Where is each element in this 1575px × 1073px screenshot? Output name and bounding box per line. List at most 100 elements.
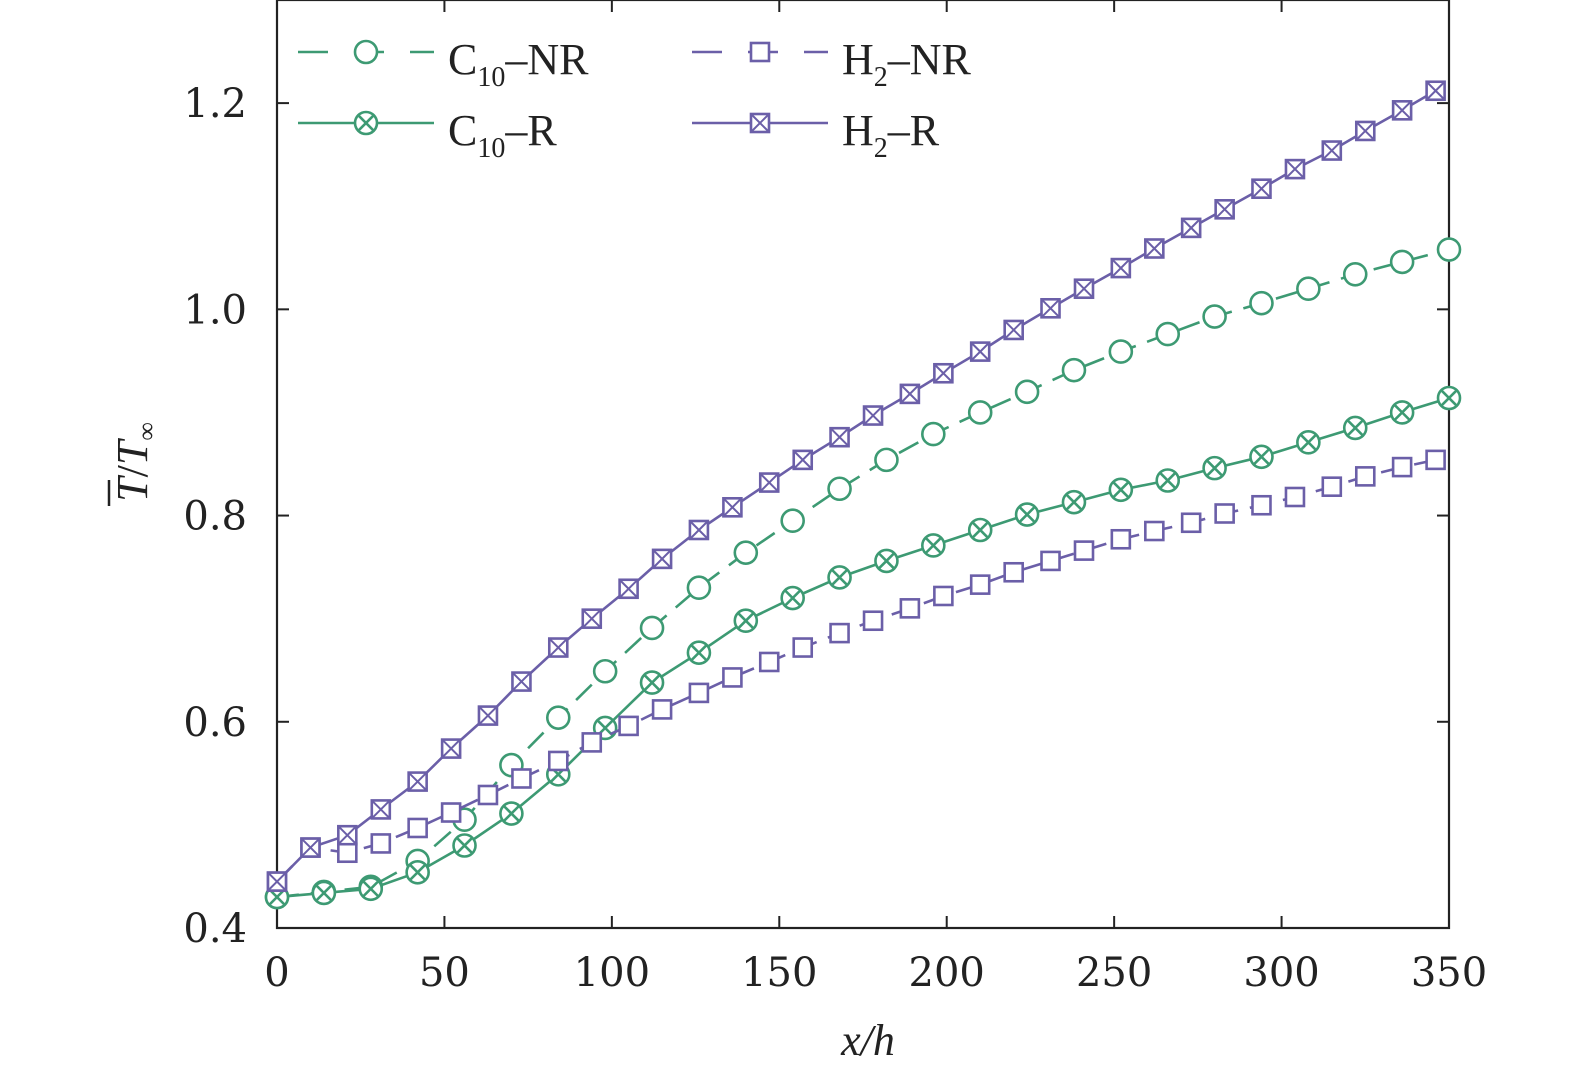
data-point — [547, 637, 569, 658]
data-point — [1296, 430, 1321, 455]
data-point — [967, 517, 993, 543]
data-point — [1040, 550, 1061, 572]
x-tick-label: 200 — [909, 950, 985, 996]
data-point — [1342, 261, 1368, 287]
data-point — [300, 837, 321, 858]
data-point — [1155, 321, 1181, 347]
data-point — [618, 578, 639, 600]
data-point — [686, 575, 712, 601]
data-point — [1249, 444, 1274, 470]
x-tick-label: 150 — [741, 950, 817, 996]
series-line-H2-NR — [276, 458, 1436, 883]
data-point — [1425, 449, 1446, 471]
series-line-H2-R — [276, 89, 1437, 883]
series-H2-R — [266, 80, 1446, 892]
data-point — [639, 615, 665, 641]
data-point — [1180, 512, 1202, 534]
data-point — [733, 608, 759, 634]
data-point — [827, 476, 852, 502]
x-tick-label: 100 — [574, 950, 650, 996]
data-point — [266, 871, 288, 892]
data-point — [921, 421, 946, 447]
data-point — [1354, 466, 1376, 487]
data-point — [967, 400, 993, 425]
y-tick-label: 1.0 — [183, 287, 247, 333]
plot-frame — [275, 0, 1451, 930]
data-point — [440, 802, 462, 823]
data-point — [511, 768, 532, 789]
data-point — [1391, 100, 1413, 121]
data-point — [1155, 468, 1181, 493]
data-point — [1436, 385, 1462, 411]
data-point — [933, 585, 954, 607]
data-point — [1321, 476, 1343, 497]
data-point — [581, 608, 603, 629]
data-point — [337, 824, 358, 846]
data-point — [1108, 339, 1134, 364]
data-point — [1180, 217, 1202, 239]
data-point — [1214, 503, 1235, 524]
series-H2-NR — [266, 449, 1446, 892]
data-point — [899, 598, 921, 619]
series-C10-R — [264, 385, 1462, 910]
x-tick-label: 350 — [1411, 950, 1487, 996]
y-tick-label: 0.8 — [183, 494, 247, 540]
data-point — [1214, 199, 1235, 220]
data-point — [1202, 455, 1227, 481]
svg-text:T/T∞: T/T∞ — [108, 422, 161, 502]
data-point — [651, 699, 673, 720]
data-point — [1389, 249, 1415, 275]
data-point — [581, 732, 603, 753]
y-label-sep: / — [108, 464, 157, 477]
data-point — [405, 860, 430, 885]
data-point — [688, 682, 710, 704]
data-point — [780, 508, 805, 534]
data-point — [862, 405, 884, 426]
series-layer — [264, 80, 1462, 910]
data-point — [511, 671, 532, 692]
data-point — [758, 651, 780, 673]
y-label-subscript: ∞ — [132, 422, 161, 441]
data-point — [780, 585, 805, 611]
data-point — [452, 833, 477, 858]
data-point — [758, 472, 780, 493]
data-point — [1073, 278, 1095, 300]
data-point — [639, 670, 665, 695]
data-point — [1342, 415, 1368, 441]
legend-label: H2–R — [842, 106, 940, 164]
x-tick-label: 0 — [264, 950, 289, 996]
data-point — [1202, 304, 1227, 329]
data-point — [874, 548, 899, 574]
data-point — [499, 801, 524, 826]
legend-marker — [749, 112, 771, 134]
data-point — [370, 833, 392, 854]
data-point — [792, 449, 814, 471]
data-point — [688, 519, 710, 541]
axes-layer: 0 50 100 150 200 250 300 350 0.4 0.6 0.8 1.0 1.2 — [183, 0, 1487, 996]
data-point — [1425, 80, 1446, 102]
y-tick-label: 0.6 — [183, 700, 247, 746]
data-point — [592, 658, 618, 684]
data-point — [722, 497, 743, 518]
data-point — [1391, 456, 1413, 478]
data-point — [651, 548, 673, 570]
data-point — [1251, 178, 1272, 199]
data-point — [733, 540, 759, 565]
data-point — [969, 574, 991, 595]
data-point — [1251, 494, 1272, 516]
data-point — [874, 447, 899, 473]
y-tick-label: 0.4 — [183, 906, 247, 952]
data-point — [1108, 477, 1134, 503]
data-point — [686, 640, 712, 665]
data-point — [1436, 237, 1462, 262]
data-point — [1040, 298, 1061, 319]
data-point — [311, 880, 337, 906]
legend: C10–NR C10–R H2–NR H2–R — [298, 35, 972, 164]
y-label-main: T — [108, 474, 157, 502]
data-point — [1073, 540, 1095, 561]
data-point — [862, 610, 884, 632]
data-point — [829, 622, 850, 644]
data-point — [618, 715, 639, 737]
x-tick-label: 250 — [1076, 950, 1152, 996]
